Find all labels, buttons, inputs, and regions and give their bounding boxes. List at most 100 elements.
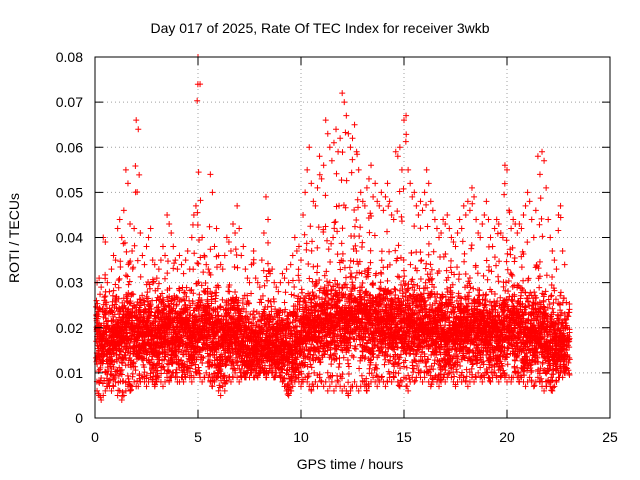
data-point	[349, 135, 356, 142]
data-point	[354, 196, 361, 203]
data-point	[345, 130, 352, 137]
data-point	[93, 303, 100, 310]
data-point	[282, 289, 289, 296]
data-point	[110, 363, 117, 370]
data-point	[132, 189, 139, 196]
data-point	[357, 189, 364, 196]
data-point	[398, 166, 405, 173]
data-point	[314, 263, 321, 270]
data-point	[213, 225, 220, 232]
data-point	[137, 229, 144, 236]
data-point	[159, 290, 166, 297]
data-points	[93, 54, 573, 403]
data-point	[342, 129, 349, 136]
data-point	[127, 220, 134, 227]
data-point	[304, 166, 311, 173]
data-point	[289, 252, 296, 259]
data-point	[367, 210, 374, 217]
data-point	[115, 284, 122, 291]
data-point	[146, 285, 153, 292]
data-point	[313, 281, 320, 288]
data-point	[164, 211, 171, 218]
data-point	[342, 274, 349, 281]
data-point	[303, 240, 310, 247]
data-point	[355, 166, 362, 173]
data-point	[324, 369, 331, 376]
data-point	[97, 291, 104, 298]
data-point	[398, 213, 405, 220]
data-point	[345, 360, 352, 367]
data-point	[174, 266, 181, 273]
data-point	[328, 240, 335, 247]
data-point	[287, 261, 294, 268]
data-point	[394, 273, 401, 280]
data-point	[123, 248, 130, 255]
data-point	[197, 197, 204, 204]
data-point	[176, 252, 183, 259]
data-point	[238, 252, 245, 259]
data-point	[303, 246, 310, 253]
data-point	[106, 288, 113, 295]
data-point	[207, 246, 214, 253]
data-point	[117, 263, 124, 270]
data-point	[182, 257, 189, 264]
data-point	[378, 257, 385, 264]
data-point	[378, 248, 385, 255]
data-point	[196, 291, 203, 298]
data-point	[336, 360, 343, 367]
data-point	[356, 365, 363, 372]
data-point	[110, 383, 117, 390]
data-point	[352, 345, 359, 352]
data-point	[115, 277, 122, 284]
data-point	[188, 234, 195, 241]
data-point	[122, 272, 129, 279]
data-point	[184, 248, 191, 255]
data-point	[162, 252, 169, 259]
data-point	[234, 264, 241, 271]
data-point	[382, 193, 389, 200]
data-point	[366, 229, 373, 236]
data-point	[349, 156, 356, 163]
data-point	[260, 229, 267, 236]
data-point	[194, 259, 201, 266]
data-point	[147, 225, 154, 232]
data-point	[291, 234, 298, 241]
data-point	[116, 275, 123, 282]
data-point	[325, 246, 332, 253]
data-point	[281, 299, 288, 306]
data-point	[194, 222, 201, 229]
data-point	[232, 288, 239, 295]
data-point	[308, 247, 315, 254]
data-point	[250, 248, 257, 255]
data-point	[102, 387, 109, 394]
data-point	[330, 234, 337, 241]
data-point	[195, 364, 202, 371]
data-point	[310, 263, 317, 270]
data-point	[143, 243, 150, 250]
data-point	[291, 283, 298, 290]
data-point	[321, 272, 328, 279]
data-point	[219, 296, 226, 303]
data-point	[95, 378, 102, 385]
data-point	[168, 229, 175, 236]
data-point	[403, 131, 410, 138]
data-point	[377, 279, 384, 286]
data-point	[392, 247, 399, 254]
data-point	[103, 318, 110, 325]
data-point	[385, 203, 392, 210]
data-point	[192, 202, 199, 209]
data-point	[112, 257, 119, 264]
data-point	[161, 275, 168, 282]
data-point	[112, 281, 119, 288]
data-point	[116, 216, 123, 223]
data-point	[102, 239, 109, 246]
data-point	[234, 202, 241, 209]
data-point	[358, 243, 365, 250]
data-point	[170, 265, 177, 272]
data-point	[368, 162, 375, 169]
data-point	[339, 250, 346, 257]
data-point	[153, 275, 160, 282]
x-axis-label: GPS time / hours	[296, 456, 404, 472]
data-point	[110, 252, 117, 259]
data-point	[231, 263, 238, 270]
